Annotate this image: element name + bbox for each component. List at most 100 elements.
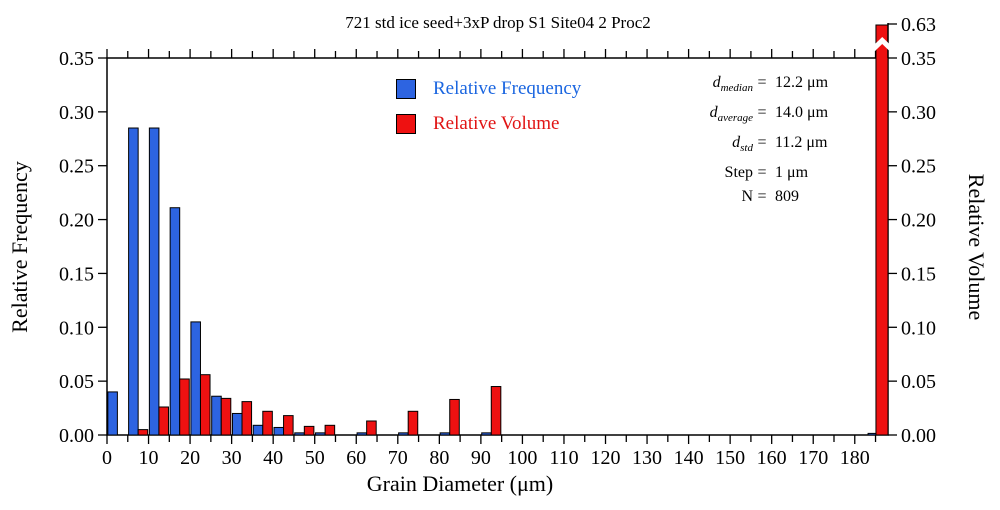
frequency-bar [398, 432, 409, 436]
volume-bar [158, 406, 169, 436]
frequency-bar [294, 432, 305, 436]
stat-value: 809 [775, 188, 799, 205]
x-tick-label: 10 [139, 447, 159, 469]
stat-name: d [712, 74, 721, 91]
y-axis-title-right: Relative Volume [964, 173, 989, 321]
volume-bar [179, 378, 190, 436]
volume-bar [241, 401, 253, 436]
y-tick-label-right: 0.20 [901, 210, 936, 232]
stat-line-step: Step = 1 μm [697, 164, 882, 188]
equals-sign: = [757, 164, 767, 181]
x-tick-label: 70 [388, 447, 408, 469]
x-tick-label: 110 [549, 447, 578, 469]
frequency-bar [148, 127, 160, 436]
volume-bar [137, 429, 149, 436]
x-tick-label: 50 [305, 447, 325, 469]
y-tick-label-left: 0.15 [59, 263, 94, 285]
stats-block: dmedian = 12.2 μm daverage = 14.0 μm dst… [697, 74, 882, 212]
volume-bar-overflow [875, 24, 889, 436]
volume-bar [220, 397, 232, 436]
y-tick-label-left: 0.35 [59, 48, 94, 70]
legend-item-frequency: Relative Frequency [396, 78, 581, 100]
y-tick-label-right: 0.30 [901, 102, 936, 124]
x-tick-label: 170 [798, 447, 828, 469]
stat-value: 12.2 μm [775, 74, 829, 91]
stat-line-dmedian: dmedian = 12.2 μm [697, 74, 882, 104]
y-tick-label-left: 0.20 [59, 210, 94, 232]
x-tick-label: 120 [591, 447, 621, 469]
equals-sign: = [757, 104, 767, 121]
frequency-bar [190, 321, 201, 436]
x-tick-label: 20 [180, 447, 200, 469]
volume-bar [366, 420, 377, 436]
frequency-swatch [396, 79, 416, 99]
stat-name: N [741, 188, 753, 205]
x-tick-label: 130 [632, 447, 662, 469]
y-tick-label-right: 0.05 [901, 371, 936, 393]
stat-value: 11.2 μm [775, 134, 828, 151]
x-tick-label: 180 [840, 447, 870, 469]
volume-bar [303, 425, 315, 436]
chart-title: 721 std ice seed+3xP drop S1 Site04 2 Pr… [345, 13, 651, 32]
frequency-bar [273, 426, 285, 436]
stat-line-dstd: dstd = 11.2 μm [697, 134, 882, 164]
equals-sign: = [757, 74, 767, 91]
frequency-bar [252, 424, 264, 436]
frequency-legend-label: Relative Frequency [433, 78, 582, 99]
x-tick-label: 0 [102, 447, 112, 469]
axis-break-mark [874, 37, 890, 51]
x-tick-label: 40 [263, 447, 283, 469]
y-tick-label-left: 0.05 [59, 371, 94, 393]
frequency-bar [356, 432, 368, 436]
stat-value: 1 μm [775, 164, 809, 181]
y-tick-label-left: 0.00 [59, 425, 94, 447]
stat-subscript: std [740, 142, 753, 155]
x-tick-label: 80 [429, 447, 449, 469]
y-tick-label-right: 0.10 [901, 317, 936, 339]
x-tick-label: 30 [222, 447, 242, 469]
x-tick-label: 160 [757, 447, 787, 469]
stat-subscript: average [717, 112, 753, 125]
y-tick-label-left: 0.30 [59, 102, 94, 124]
equals-sign: = [757, 134, 767, 151]
frequency-bar [211, 395, 222, 436]
right-axis-break-label: 0.63 [901, 14, 936, 36]
frequency-bar [315, 432, 326, 436]
frequency-bar [169, 207, 181, 436]
frequency-bar [481, 432, 492, 436]
volume-bar [262, 410, 273, 436]
volume-bar [199, 374, 211, 436]
frequency-bar [107, 391, 118, 436]
x-tick-label: 150 [715, 447, 745, 469]
x-tick-label: 140 [674, 447, 704, 469]
volume-swatch [396, 114, 416, 134]
legend-item-volume: Relative Volume [396, 113, 581, 135]
frequency-bar [128, 127, 139, 436]
equals-sign: = [757, 188, 767, 205]
y-tick-label-right: 0.00 [901, 425, 936, 447]
volume-legend-label: Relative Volume [433, 113, 560, 134]
volume-bar [407, 410, 419, 436]
legend: Relative Frequency Relative Volume [396, 78, 581, 148]
volume-bar [449, 398, 460, 436]
volume-bar [490, 386, 502, 436]
y-axis-title-left: Relative Frequency [7, 161, 32, 333]
frequency-bar-overflow [867, 432, 877, 436]
x-tick-label: 100 [507, 447, 537, 469]
volume-bar [324, 424, 336, 436]
stat-subscript: median [720, 82, 753, 95]
volume-bar [283, 415, 294, 436]
x-tick-label: 90 [471, 447, 491, 469]
y-tick-label-left: 0.25 [59, 156, 94, 178]
stat-line-daverage: daverage = 14.0 μm [697, 104, 882, 134]
y-tick-label-left: 0.10 [59, 317, 94, 339]
frequency-bar [231, 412, 243, 436]
stat-value: 14.0 μm [775, 104, 829, 121]
x-tick-label: 60 [346, 447, 366, 469]
y-tick-label-right: 0.25 [901, 156, 936, 178]
stat-line-n: N = 809 [697, 188, 882, 212]
frequency-bar [439, 432, 451, 436]
y-tick-label-right: 0.35 [901, 48, 936, 70]
